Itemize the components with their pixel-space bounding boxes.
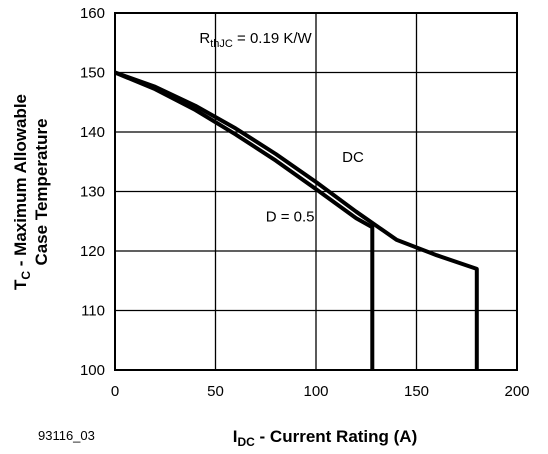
y-axis-title-rest: - Maximum Allowable bbox=[11, 94, 30, 271]
x-tick-label: 200 bbox=[504, 383, 529, 400]
dc-annotation: DC bbox=[342, 149, 364, 166]
y-axis-title-sub: C bbox=[19, 271, 33, 280]
series-line-d-0-5 bbox=[114, 70, 375, 370]
rth-annotation: RthJC = 0.19 K/W bbox=[199, 30, 312, 50]
series-line-dc bbox=[114, 70, 479, 370]
x-tick-label: 0 bbox=[111, 383, 119, 400]
y-tick-label: 130 bbox=[80, 184, 105, 201]
y-axis-title-line2: Case Temperature bbox=[32, 118, 51, 265]
x-tick-labels: 0 50 100 150 200 bbox=[111, 383, 530, 400]
rth-sub: thJC bbox=[210, 38, 233, 50]
y-axis-title-line1: TC - Maximum Allowable bbox=[11, 94, 33, 290]
plot-frame bbox=[114, 12, 518, 371]
y-axis-title-line2-group: Case Temperature bbox=[32, 118, 51, 265]
y-axis-title-main: T bbox=[11, 279, 30, 290]
y-tick-label: 150 bbox=[80, 65, 105, 82]
x-axis-title-main: I bbox=[233, 427, 238, 446]
x-axis-title: IDC - Current Rating (A) bbox=[233, 427, 418, 449]
y-tick-label: 140 bbox=[80, 124, 105, 141]
y-tick-label: 160 bbox=[80, 5, 105, 22]
series-group bbox=[114, 70, 479, 370]
y-tick-label: 100 bbox=[80, 362, 105, 379]
y-tick-label: 120 bbox=[80, 243, 105, 260]
rth-rest: = 0.19 K/W bbox=[233, 30, 313, 47]
y-tick-label: 110 bbox=[81, 303, 105, 320]
y-tick-labels: 100 110 120 130 140 150 160 bbox=[80, 5, 105, 379]
x-tick-label: 50 bbox=[207, 383, 224, 400]
figure-id: 93116_03 bbox=[38, 428, 95, 443]
x-tick-label: 100 bbox=[303, 383, 328, 400]
d05-annotation: D = 0.5 bbox=[266, 208, 315, 225]
x-axis-title-sub: DC bbox=[237, 435, 255, 449]
x-tick-label: 150 bbox=[404, 383, 429, 400]
x-axis-title-rest: - Current Rating (A) bbox=[255, 427, 417, 446]
y-axis-title-line1-group: TC - Maximum Allowable bbox=[11, 94, 33, 290]
rth-main: R bbox=[199, 30, 210, 47]
